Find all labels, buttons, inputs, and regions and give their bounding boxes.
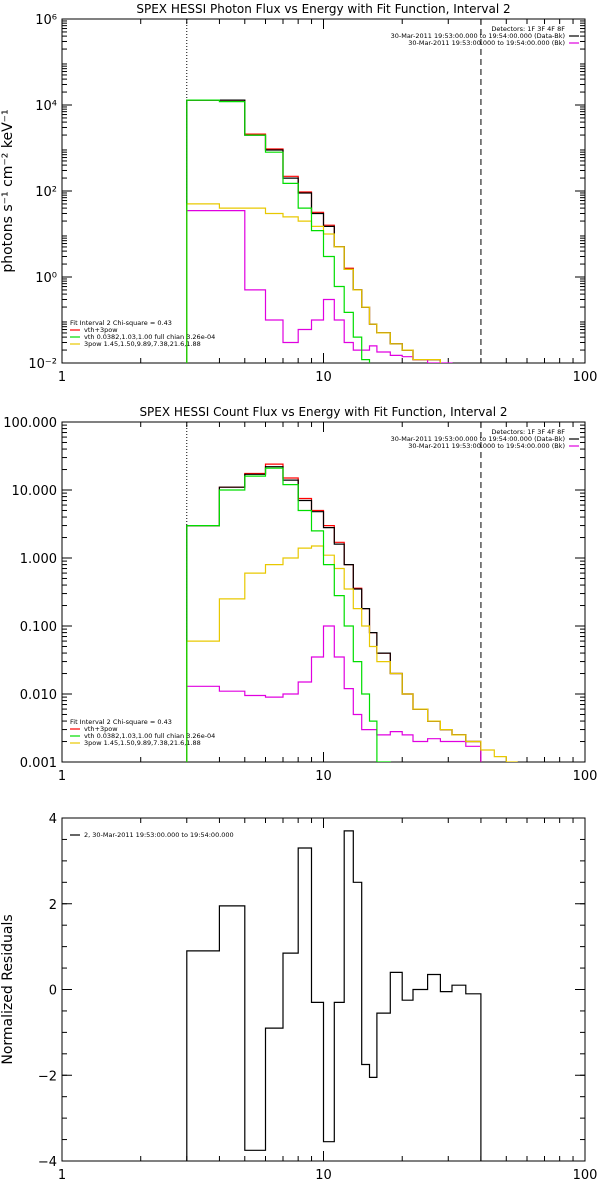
y-tick-label: 100.000 (3, 416, 57, 431)
legend-left-entry: vth+3pow (84, 326, 118, 334)
y-tick-label: 0 (49, 984, 57, 999)
x-tick-label: 1 (58, 370, 66, 385)
legend-right-entry: 30-Mar-2011 19:53:00.000 to 19:54:00.000… (391, 32, 565, 40)
legend-right-entry: 30-Mar-2011 19:53:00.000 to 19:54:00.000… (408, 39, 565, 47)
y-tick-label: −4 (38, 1155, 57, 1170)
x-tick-label: 10 (315, 769, 332, 784)
x-tick-label: 1 (58, 1168, 66, 1183)
legend-left-entry: vth 0.0382,1.03,1.00 full chian 3.26e-04 (84, 732, 215, 740)
y-tick-label: 2 (49, 898, 57, 913)
legend-right-entry: Detectors: 1F 3F 4F 8F (491, 428, 565, 436)
y-tick-label: 10⁰ (35, 271, 57, 286)
legend-left-entry: Fit Interval 2 Chi-square = 0.43 (70, 718, 172, 726)
y-tick-label: 4 (49, 812, 57, 827)
y-tick-label: 0.100 (20, 620, 57, 635)
legend-right-entry: Detectors: 1F 3F 4F 8F (491, 25, 565, 33)
legend-left-entry: 3pow 1.45,1.50,9.89,7.38,21.6,1.88 (84, 739, 201, 747)
series-bk (186, 625, 482, 762)
legend-left-entry: Fit Interval 2 Chi-square = 0.43 (70, 319, 172, 327)
x-tick-label: 100 (573, 370, 598, 385)
legend-left-entry: vth+3pow (84, 725, 118, 733)
legend-right-entry: 30-Mar-2011 19:53:00.000 to 19:54:00.000… (408, 442, 565, 450)
panel-3: Normalized Residuals 1 10 100 4 2 0 −2 −4 2, 30-M… (0, 812, 597, 1183)
y-tick-label: 0.001 (20, 756, 57, 771)
y-tick-label: 10⁶ (35, 13, 57, 28)
y-tick-label: 10² (35, 185, 57, 200)
series-3pow (186, 545, 518, 762)
chart-title: SPEX HESSI Count Flux vs Energy with Fit… (139, 405, 507, 419)
x-tick-label: 10 (315, 1168, 332, 1183)
y-tick-label: 10⁻² (28, 357, 57, 372)
y-tick-label: 10.000 (12, 484, 58, 499)
plot-frame (61, 421, 586, 763)
y-axis-label: photons s⁻¹ cm⁻² keV⁻¹ (0, 109, 16, 272)
x-tick-label: 10 (315, 370, 332, 385)
panel-2: SPEX HESSI Count Flux vs Energy with Fit… (3, 405, 598, 784)
x-tick-label: 100 (573, 1168, 598, 1183)
y-axis-label: Normalized Residuals (0, 914, 16, 1064)
y-tick-label: 0.010 (20, 688, 57, 703)
legend-left-entry: 2, 30-Mar-2011 19:53:00.000 to 19:54:00.… (84, 831, 234, 839)
series-vth (186, 99, 371, 363)
panel-1: SPEX HESSI Photon Flux vs Energy with Fi… (0, 2, 598, 385)
legend-left-entry: 3pow 1.45,1.50,9.89,7.38,21.6,1.88 (84, 340, 201, 348)
x-tick-label: 1 (58, 769, 66, 784)
series-bk (186, 210, 453, 363)
legend-right-entry: 30-Mar-2011 19:53:00.000 to 19:54:00.000… (391, 435, 565, 443)
series-3pow (186, 203, 441, 363)
chart-title: SPEX HESSI Photon Flux vs Energy with Fi… (136, 2, 510, 16)
y-tick-label: 1.000 (20, 552, 57, 567)
series-residuals (186, 830, 482, 1161)
series-vth (186, 467, 391, 762)
y-tick-label: −2 (38, 1069, 57, 1084)
legend-left-entry: vth 0.0382,1.03,1.00 full chian 3.26e-04 (84, 333, 215, 341)
x-tick-label: 100 (573, 769, 598, 784)
y-tick-label: 10⁴ (35, 99, 57, 114)
